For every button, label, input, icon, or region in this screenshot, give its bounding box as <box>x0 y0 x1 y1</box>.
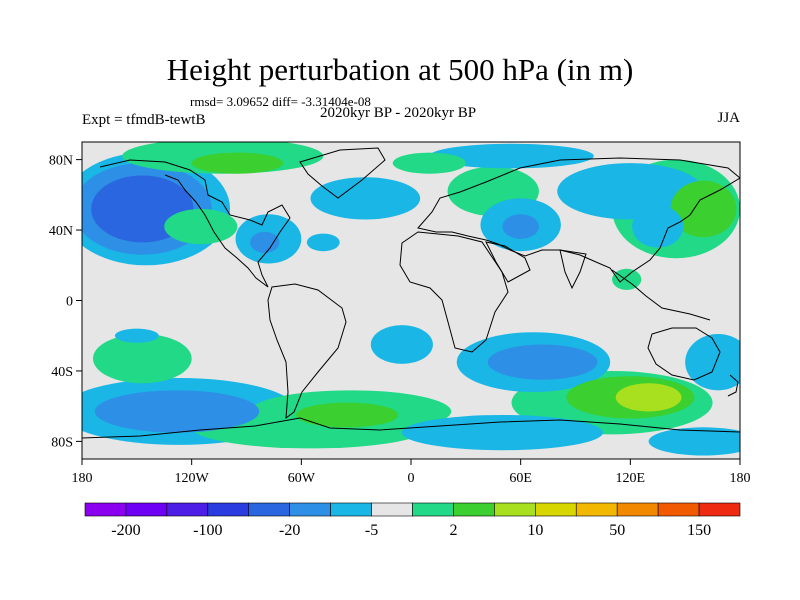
colorbar-label-4: 2 <box>449 522 457 539</box>
colorbar-swatch-13 <box>616 502 659 517</box>
colorbar-swatch-1 <box>125 502 168 517</box>
anomaly-region-32 <box>615 383 682 412</box>
x-tick-label-6: 180 <box>730 471 751 486</box>
anomaly-region-19 <box>612 268 642 290</box>
x-tick-label-3: 0 <box>408 471 415 486</box>
x-tick-label-2: 60W <box>288 471 316 486</box>
colorbar-label-7: 150 <box>687 522 711 539</box>
anomaly-region-33 <box>401 414 603 451</box>
anomaly-region-7 <box>164 208 238 245</box>
y-tick-label-0: 80N <box>49 154 73 169</box>
axes: 180 120W 60W 0 60E 120E 180 80N 40N 0 40S 80S <box>49 154 751 486</box>
season-label: JJA <box>717 110 740 126</box>
colorbar-swatch-3 <box>207 502 250 517</box>
anomaly-region-8 <box>306 233 340 252</box>
colorbar-swatch-7 <box>371 502 413 517</box>
anomaly-region-26 <box>295 402 399 428</box>
colorbar-label-0: -200 <box>111 522 140 539</box>
x-tick-label-4: 60E <box>509 471 532 486</box>
coast-south-america <box>267 283 347 420</box>
coast-se-asia <box>611 269 711 321</box>
anomaly-region-17 <box>670 180 737 238</box>
colorbar-swatch-11 <box>535 502 577 517</box>
anomaly-region-9 <box>310 177 421 220</box>
coast-north-america <box>99 159 291 288</box>
colorbar-swatch-0 <box>84 502 127 517</box>
anomaly-region-11 <box>392 152 466 174</box>
plot-title: Height perturbation at 500 hPa (in m) <box>166 52 634 87</box>
coast-new-zealand <box>727 374 739 397</box>
period-line: 2020kyr BP - 2020kyr BP <box>320 105 477 121</box>
anomaly-region-4 <box>191 152 284 174</box>
colorbar-swatch-12 <box>575 502 618 517</box>
coast-greenland <box>299 147 386 199</box>
anomaly-region-27 <box>370 325 433 364</box>
y-tick-label-4: 80S <box>51 435 73 450</box>
anomaly-region-29 <box>487 344 598 380</box>
coast-africa <box>399 231 509 353</box>
anomaly-region-18 <box>632 205 684 248</box>
colorbar-label-3: -5 <box>365 522 378 539</box>
colorbar-swatch-2 <box>166 502 209 517</box>
y-tick-label-2: 0 <box>66 295 73 310</box>
anomaly-region-10 <box>429 143 594 169</box>
x-tick-label-5: 120E <box>616 471 646 486</box>
anomaly-region-15 <box>557 163 704 220</box>
colorbar-label-2: -20 <box>279 522 300 539</box>
colorbar-swatch-8 <box>412 502 454 517</box>
anomaly-region-20 <box>92 333 192 384</box>
stats-line: rmsd= 3.09652 diff= -3.31404e-08 <box>190 94 371 109</box>
coast-india <box>559 249 587 290</box>
x-tick-label-0: 180 <box>72 471 93 486</box>
colorbar-label-5: 10 <box>527 522 543 539</box>
colorbar-swatch-9 <box>453 502 495 517</box>
y-tick-label-3: 40S <box>51 365 73 380</box>
colorbar-swatch-5 <box>289 502 331 517</box>
anomaly-region-21 <box>114 328 159 343</box>
experiment-label: Expt = tfmdB-tewtB <box>82 112 206 128</box>
anomaly-region-23 <box>94 390 260 433</box>
colorbar-swatch-4 <box>248 502 290 517</box>
colorbar-label-6: 50 <box>609 522 625 539</box>
anomaly-field <box>82 142 740 456</box>
colorbar-swatch-14 <box>657 502 700 517</box>
x-tick-label-1: 120W <box>175 471 210 486</box>
anomaly-region-14 <box>502 214 539 239</box>
coast-antarctica <box>82 417 740 439</box>
y-tick-label-1: 40N <box>49 224 73 239</box>
coast-arabia <box>485 241 531 283</box>
colorbar-swatch-10 <box>494 502 536 517</box>
coastlines <box>82 147 740 439</box>
anomaly-region-6 <box>250 231 280 253</box>
coast-eurasia <box>417 157 740 283</box>
colorbar-swatch-15 <box>698 502 741 517</box>
colorbar: -200 -100 -20 -5 2 10 50 150 <box>84 502 741 539</box>
colorbar-swatch-6 <box>330 502 372 517</box>
colorbar-label-1: -100 <box>193 522 222 539</box>
anomaly-region-34 <box>648 427 740 456</box>
coast-australia <box>647 327 721 381</box>
anomaly-region-35 <box>685 333 740 391</box>
